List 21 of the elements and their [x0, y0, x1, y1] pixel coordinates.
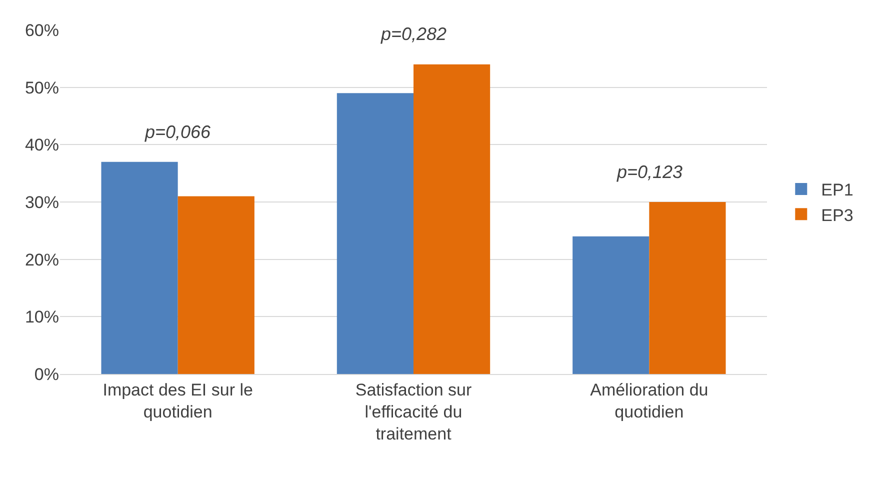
annotation: p=0,123 [616, 162, 683, 182]
y-tick-label: 30% [24, 192, 59, 212]
y-tick-label: 20% [24, 250, 59, 270]
y-tick-label: 50% [24, 78, 59, 98]
x-tick-label: Amélioration du quotidien [590, 380, 708, 422]
y-tick-label: 0% [34, 364, 59, 384]
bar [336, 93, 414, 374]
y-tick-label: 40% [24, 136, 59, 155]
legend-label: EP1 [821, 180, 854, 200]
x-tick-label: Impact des EI sur le quotidien [102, 380, 253, 422]
bar [649, 202, 726, 374]
bar [178, 196, 254, 374]
y-tick-label: 10% [24, 308, 59, 327]
annotation: p=0,066 [144, 122, 212, 142]
y-tick-label: 60% [24, 20, 59, 40]
bar [101, 162, 178, 374]
x-tick-label: Satisfaction sur l'efficacité du traitement [355, 380, 472, 444]
bar [414, 64, 490, 374]
bar [572, 236, 650, 374]
annotation: p=0,282 [380, 24, 447, 44]
legend-label: EP3 [821, 206, 854, 225]
